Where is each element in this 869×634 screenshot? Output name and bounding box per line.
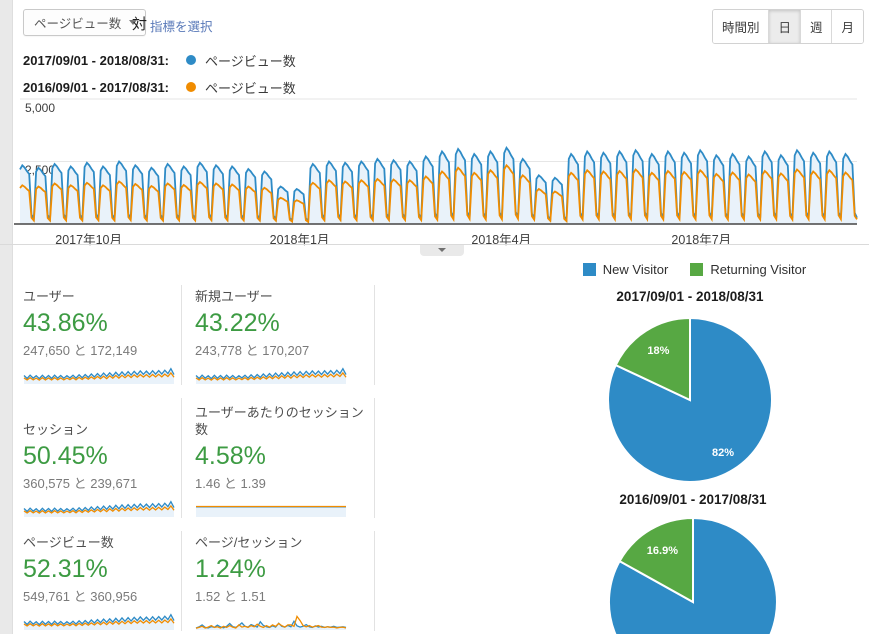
granularity-button-週[interactable]: 週 (799, 10, 832, 43)
granularity-button-時間別[interactable]: 時間別 (712, 10, 769, 43)
sparkline-chart (23, 613, 175, 630)
series-metric-label: ページビュー数 (205, 80, 296, 96)
vs-label: 対 (132, 16, 148, 33)
new-visitor-swatch (582, 263, 596, 276)
metric-dropdown-label: ページビュー数 (34, 17, 122, 31)
scorecard-percent: 1.24% (195, 555, 266, 583)
scorecard-percent: 43.22% (195, 309, 280, 337)
scorecard-values: 549,761 と 360,956 (23, 589, 138, 604)
sparkline-chart (23, 367, 175, 384)
scorecard-title: 新規ユーザー (195, 289, 273, 304)
scorecard: セッション 50.45% 360,575 と 239,671 (23, 398, 182, 518)
collapse-chart-button[interactable] (420, 245, 464, 256)
legend-item-returning-visitor: Returning Visitor (690, 262, 806, 277)
pageviews-timeseries-chart (14, 98, 858, 225)
scorecard-percent: 43.86% (23, 309, 108, 337)
series-legend-row: 2016/09/01 - 2017/08/31: ページビュー数 (23, 79, 296, 96)
scorecard-grid: ユーザー 43.86% 247,650 と 172,149 新規ユーザー 43.22% 2… (23, 285, 375, 631)
pie-slice-label: 82% (712, 447, 734, 459)
sparkline-chart (195, 614, 347, 630)
x-tick-label: 2017年10月 (55, 233, 122, 247)
chart-section-divider (0, 244, 869, 245)
scorecard-title: ユーザー (23, 289, 75, 304)
granularity-button-月[interactable]: 月 (831, 10, 863, 43)
x-tick-label: 2018年7月 (671, 233, 732, 247)
date-range-label: 2016/09/01 - 2017/08/31: (23, 79, 170, 95)
pie-title-current-period: 2017/09/01 - 2018/08/31 (616, 289, 764, 304)
sparkline-chart (195, 367, 347, 384)
sparkline-chart (196, 505, 346, 517)
scorecard-values: 247,650 と 172,149 (23, 343, 138, 358)
select-metric-link[interactable]: 指標を選択 (150, 20, 213, 34)
scorecard: ユーザー 43.86% 247,650 と 172,149 (23, 285, 182, 385)
scorecard-title: セッション (23, 422, 89, 437)
scorecard: ページビュー数 52.31% 549,761 と 360,956 (23, 531, 182, 631)
visitor-type-legend: New Visitor Returning Visitor (552, 262, 837, 277)
x-tick-label: 2018年1月 (269, 233, 330, 247)
sparkline-chart (23, 500, 175, 517)
scorecard-title: ページ/セッション (195, 535, 303, 550)
chevron-down-icon (129, 20, 138, 25)
chevron-down-icon (438, 248, 446, 252)
left-rail (0, 0, 13, 634)
metric-dropdown[interactable]: ページビュー数 (23, 9, 147, 36)
scorecard: ページ/セッション 1.24% 1.52 と 1.51 (182, 531, 375, 631)
series-legend-row: 2017/09/01 - 2018/08/31: ページビュー数 (23, 52, 296, 69)
scorecard-values: 1.52 と 1.51 (195, 589, 266, 604)
x-tick-label: 2018年4月 (471, 233, 532, 247)
pie-slice-label: 16.9% (647, 545, 678, 557)
scorecard-values: 1.46 と 1.39 (195, 476, 266, 491)
scorecard-values: 243,778 と 170,207 (195, 343, 310, 358)
scorecard-percent: 50.45% (23, 442, 108, 470)
visitor-pie-chart-current: 82% 18% (607, 316, 773, 483)
granularity-group: 時間別日週月 (711, 9, 864, 44)
date-range-label: 2017/09/01 - 2018/08/31: (23, 52, 170, 68)
series-dot-orange (186, 82, 196, 92)
pie-slice-label: 18% (647, 345, 669, 357)
scorecard-percent: 4.58% (195, 442, 266, 470)
scorecard: 新規ユーザー 43.22% 243,778 と 170,207 (182, 285, 375, 385)
scorecard-percent: 52.31% (23, 555, 108, 583)
scorecard-values: 360,575 と 239,671 (23, 476, 138, 491)
returning-visitor-swatch (690, 263, 704, 276)
scorecard-title: ページビュー数 (23, 535, 114, 550)
scorecard-title: ユーザーあたりのセッション数 (195, 405, 364, 437)
legend-item-new-visitor: New Visitor (582, 262, 668, 277)
y-tick-5000: 5,000 (25, 101, 56, 115)
series-metric-label: ページビュー数 (205, 53, 296, 69)
pie-title-previous-period: 2016/09/01 - 2017/08/31 (619, 492, 767, 507)
granularity-button-日[interactable]: 日 (768, 10, 800, 43)
scorecard: ユーザーあたりのセッション数 4.58% 1.46 と 1.39 (182, 398, 375, 518)
series-dot-blue (186, 55, 196, 65)
visitor-pie-chart-previous: 16.9% (608, 516, 778, 634)
